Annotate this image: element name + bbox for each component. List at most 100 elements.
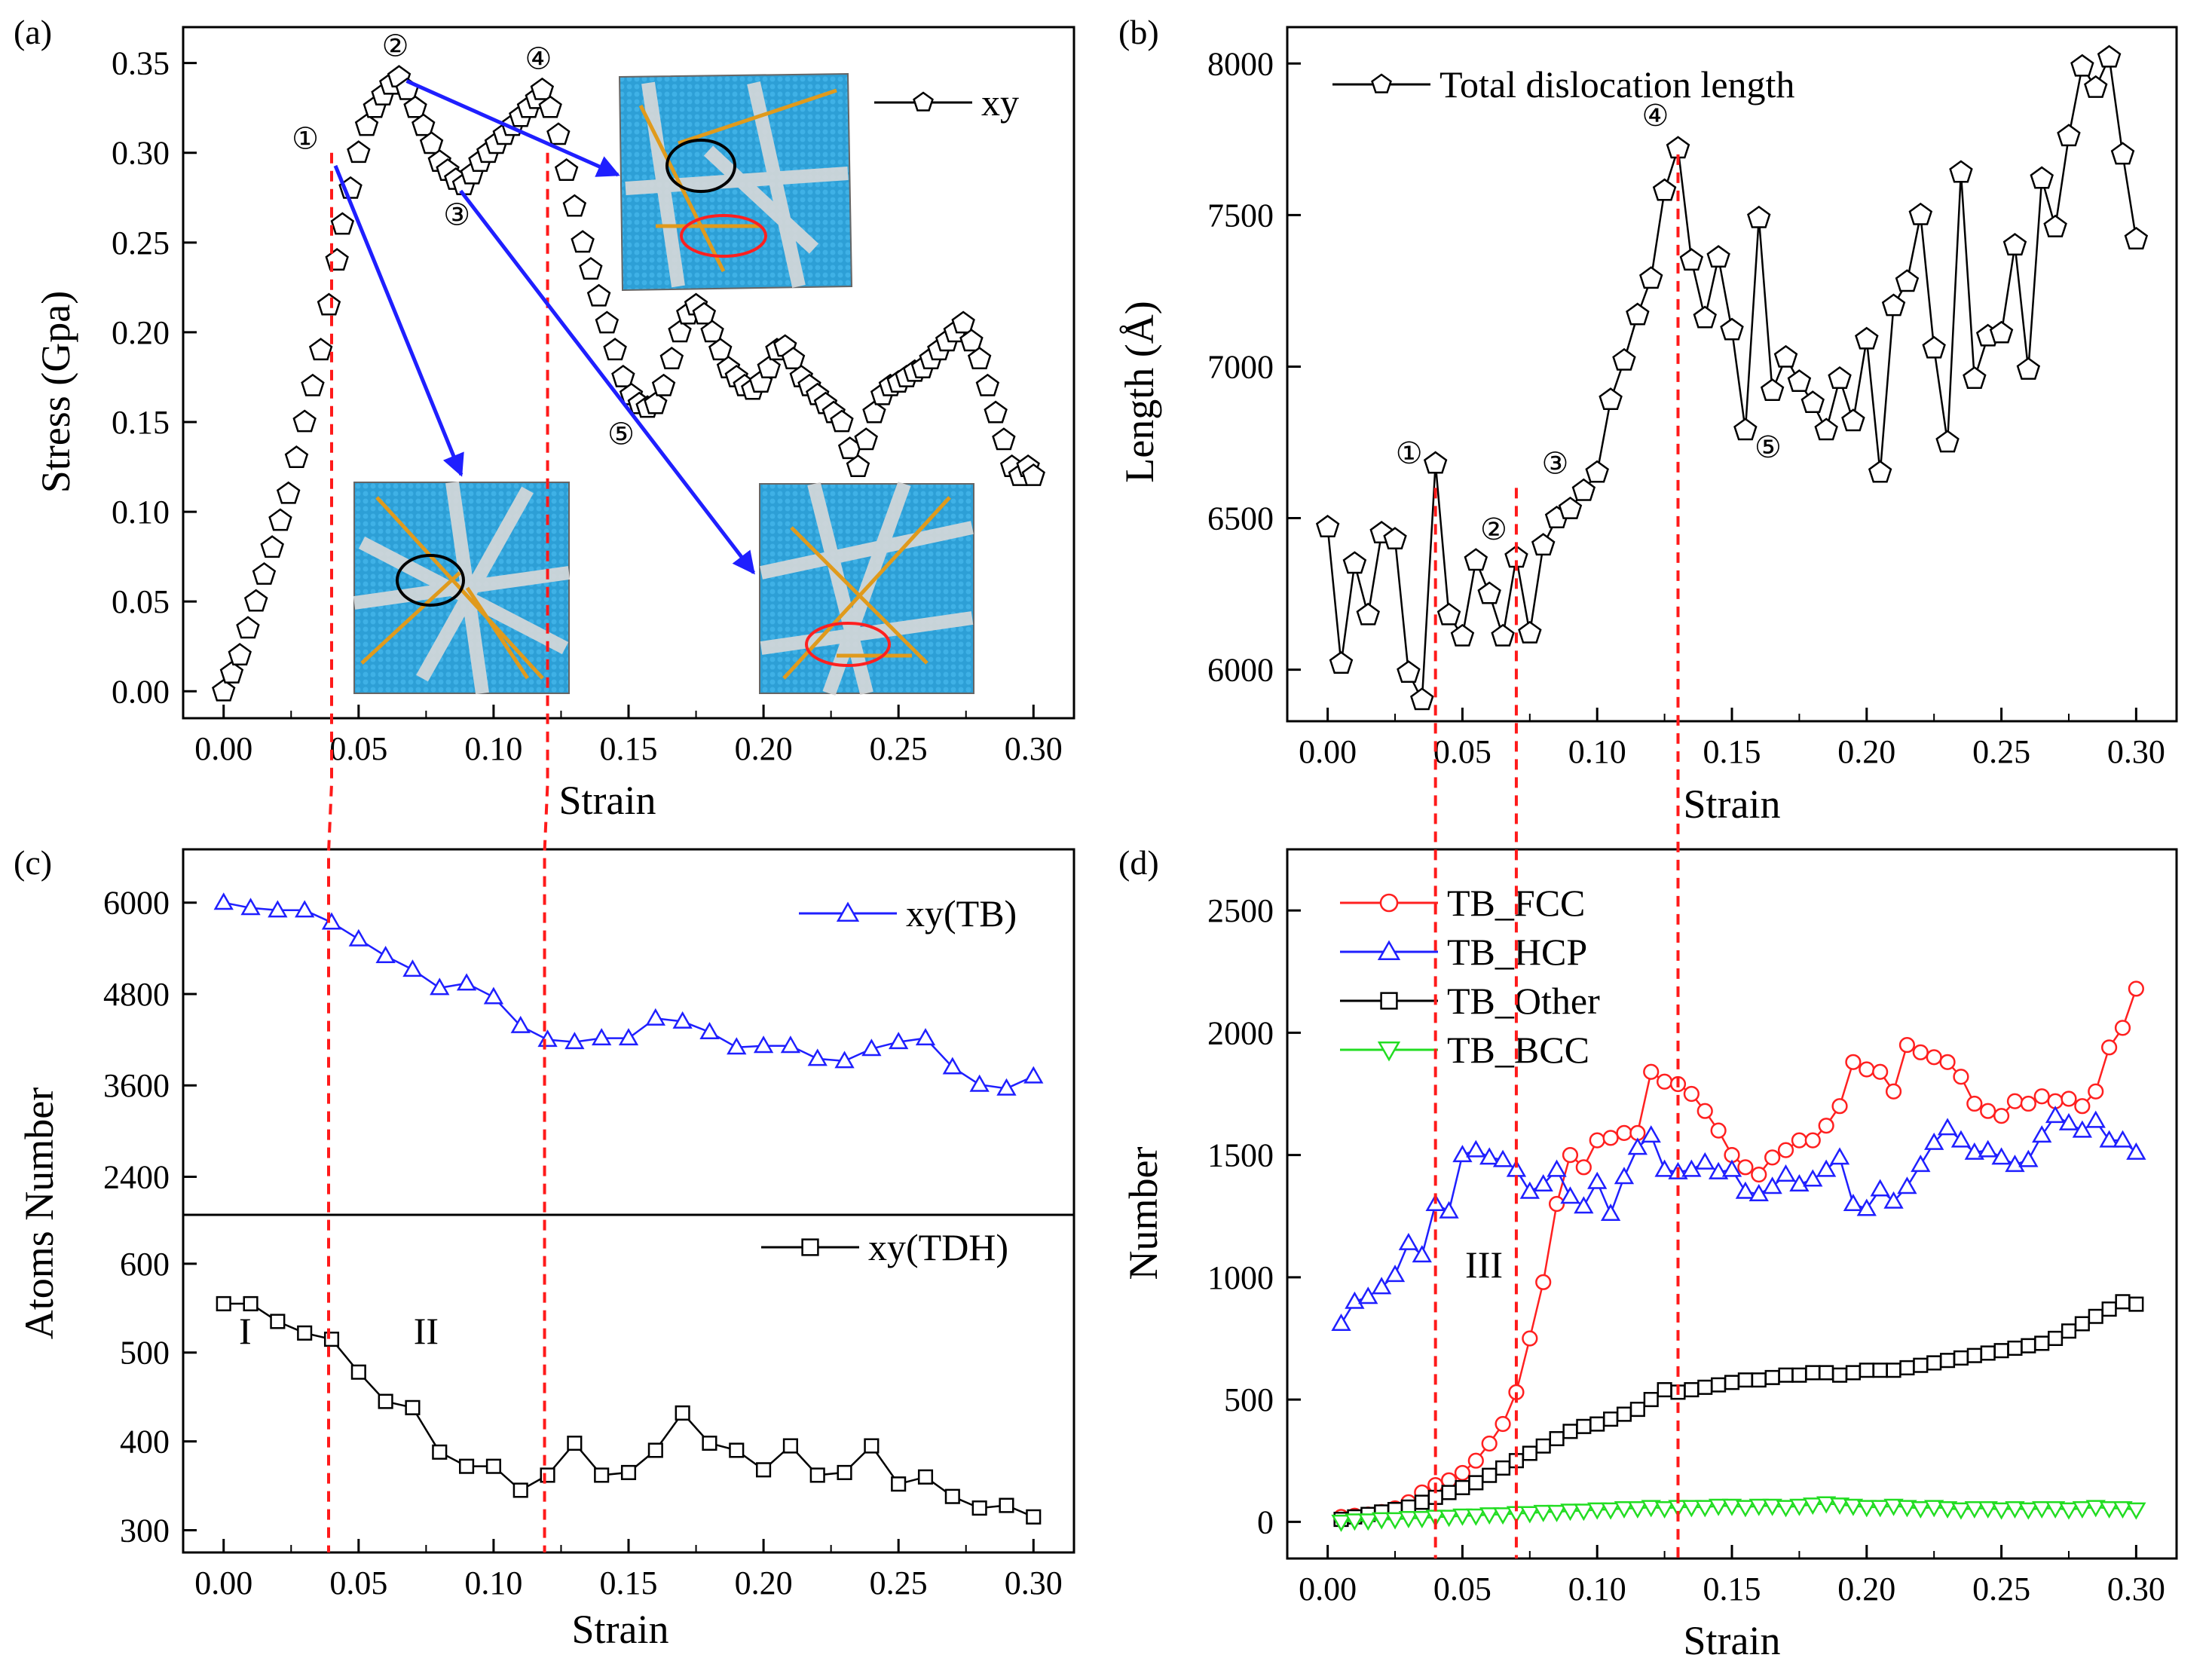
y-tick-label: 0.15	[112, 404, 170, 441]
data-point	[1776, 1164, 1796, 1182]
data-point	[1641, 1500, 1661, 1518]
data-point	[1841, 408, 1865, 432]
data-point	[1627, 1500, 1648, 1519]
data-point	[1762, 1176, 1782, 1194]
data-point	[1787, 369, 1812, 392]
y-tick-label: 0.35	[112, 45, 170, 82]
data-point	[260, 535, 284, 558]
data-point	[756, 1462, 772, 1478]
data-point	[2048, 1330, 2064, 1347]
panel-label-b: (b)	[1118, 13, 1159, 51]
data-point	[1398, 1232, 1419, 1250]
x-tick-label: 0.00	[194, 730, 252, 767]
x-tick-label: 0.20	[1837, 733, 1895, 770]
x-tick-label: 0.25	[1972, 733, 2030, 770]
data-point	[2034, 1335, 2050, 1351]
data-point	[1535, 1438, 1551, 1454]
ylabel-d: Number	[1121, 1147, 1166, 1280]
data-point	[1924, 1132, 1944, 1150]
data-point	[1560, 1503, 1580, 1522]
legend-marker	[1377, 940, 1401, 960]
data-point	[984, 400, 1008, 424]
data-point	[864, 1438, 880, 1454]
data-point	[530, 77, 555, 100]
data-point	[1859, 1363, 1874, 1378]
data-point	[971, 1500, 987, 1516]
series-line-TB_HCP	[1340, 1115, 2137, 1325]
data-point	[1870, 1179, 1890, 1197]
data-point	[1587, 1171, 1608, 1189]
data-point	[1708, 1498, 1729, 1516]
data-point	[2057, 124, 2081, 147]
axes-c-bottom: 0.00 0.05 0.10 0.15 0.20 0.25 0.30 300 400 500 600…	[120, 1213, 1075, 1601]
arrow	[405, 79, 620, 177]
data-point	[2072, 1500, 2093, 1519]
data-point	[347, 140, 371, 164]
panel-label-d: (d)	[1118, 843, 1159, 882]
data-point	[1881, 293, 1906, 317]
data-point	[1455, 1479, 1470, 1495]
y-tick-label: 500	[1224, 1381, 1274, 1418]
data-point	[1856, 1198, 1877, 1216]
data-point	[2043, 214, 2067, 237]
data-point	[1708, 1161, 1729, 1179]
legend-marker	[1371, 73, 1392, 93]
data-point	[1908, 202, 1933, 225]
data-point	[403, 95, 427, 118]
data-point	[702, 1435, 717, 1451]
data-point	[1760, 378, 1785, 402]
data-point	[564, 1032, 585, 1050]
data-point	[645, 1008, 665, 1026]
legend-label: TB_Other	[1447, 980, 1600, 1022]
data-point	[2006, 1093, 2024, 1109]
data-point	[1679, 248, 1704, 271]
annotation-label: ④	[525, 41, 552, 75]
data-point	[2128, 980, 2144, 997]
data-point	[1950, 1130, 1972, 1148]
data-point	[268, 508, 292, 531]
data-point	[1562, 1424, 1578, 1439]
data-point	[1427, 1489, 1443, 1505]
data-point	[2088, 1308, 2103, 1324]
data-point	[837, 1464, 852, 1480]
data-point	[1883, 1498, 1904, 1516]
data-point	[1720, 317, 1744, 341]
data-point	[2058, 1502, 2079, 1520]
data-point	[809, 1467, 825, 1483]
data-point	[1870, 1500, 1890, 1518]
x-tick-label: 0.25	[870, 730, 928, 767]
y-tick-label: 2000	[1207, 1014, 1274, 1051]
data-point	[308, 338, 333, 361]
data-point	[2074, 1098, 2091, 1115]
data-point	[2072, 1120, 2093, 1138]
data-point	[562, 194, 587, 217]
data-point	[942, 1057, 962, 1075]
data-point	[1964, 1142, 1984, 1160]
data-point	[2020, 1095, 2036, 1112]
data-point	[1657, 1073, 1673, 1090]
data-point	[1721, 1498, 1742, 1516]
x-tick-label: 0.15	[1703, 1571, 1761, 1607]
data-point	[2021, 1338, 2036, 1354]
data-point	[2115, 1294, 2131, 1310]
data-point	[1356, 602, 1380, 626]
data-point	[430, 977, 450, 996]
data-point	[1816, 1496, 1837, 1514]
data-point	[1414, 1494, 1430, 1510]
data-point	[579, 256, 603, 280]
data-point	[1818, 1118, 1834, 1134]
data-point	[2045, 1106, 2066, 1124]
data-point	[354, 113, 379, 136]
data-point	[1776, 1500, 1796, 1518]
legend-label: xy(TB)	[906, 892, 1017, 934]
axes-d: 0.00 0.05 0.10 0.15 0.20 0.25 0.30 0 500 1000 1500…	[1207, 848, 2178, 1607]
data-point	[1468, 1475, 1484, 1491]
series-line-xy(TDH)	[223, 1302, 1034, 1518]
legend-marker	[1379, 893, 1399, 913]
data-point	[1706, 245, 1730, 268]
data-point	[659, 347, 684, 370]
data-point	[1482, 1467, 1498, 1483]
data-point	[781, 347, 806, 370]
data-point	[1384, 1512, 1406, 1530]
data-point	[2088, 1083, 2104, 1100]
